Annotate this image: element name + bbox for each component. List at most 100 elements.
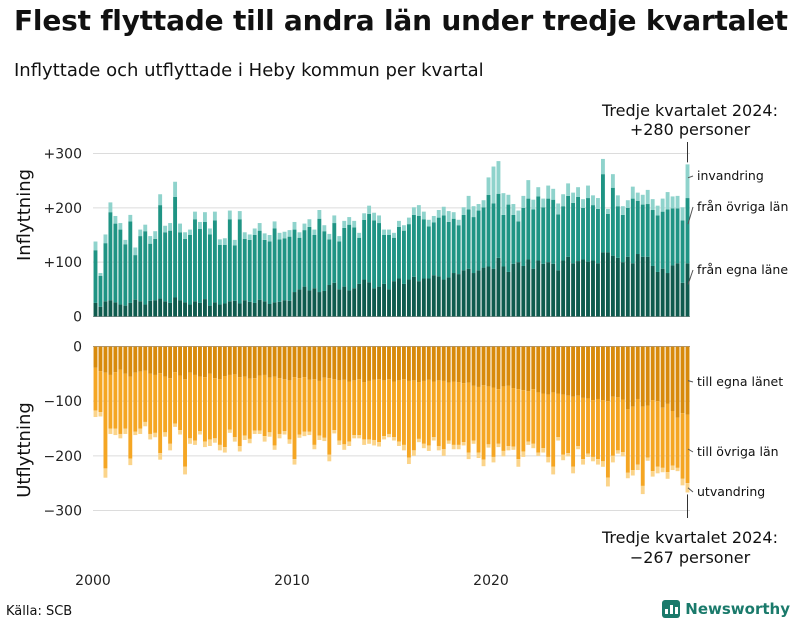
inflow-bar-segment (660, 198, 665, 212)
outflow-bar-segment (222, 376, 227, 448)
outflow-bar-segment (516, 389, 521, 460)
inflow-bar-segment (610, 187, 615, 256)
inflow-bar-segment (620, 214, 625, 263)
callout-bottom-line1: Tredje kvartalet 2024: (601, 528, 778, 547)
inflow-bar-segment (342, 220, 347, 228)
inflow-bar-segment (586, 198, 590, 262)
outflow-bar-segment (610, 455, 615, 463)
inflow-bar-segment (227, 219, 232, 302)
inflow-bar-segment (337, 241, 342, 290)
outflow-bar-segment (551, 346, 556, 393)
brand-logo: Newsworthy (662, 600, 790, 618)
inflow-bar-segment (406, 279, 411, 317)
outflow-bar-segment (486, 346, 491, 387)
outflow-bar-segment (561, 454, 566, 461)
inflow-bar-segment (262, 301, 267, 317)
inflow-bar-segment (352, 227, 357, 289)
inflow-bar-segment (292, 292, 297, 317)
inflow-bar-segment (551, 263, 556, 317)
outflow-bar-segment (173, 372, 178, 424)
outflow-bar-segment (332, 379, 337, 431)
outflow-bar-segment (496, 443, 501, 448)
outflow-bar-segment (650, 346, 655, 401)
inflow-bar-segment (680, 207, 685, 221)
outflow-bar-segment (347, 381, 352, 442)
outflow-bar-segment (188, 438, 192, 444)
source-note: Källa: SCB (6, 604, 73, 619)
inflow-bar-segment (173, 196, 178, 298)
outflow-bar-segment (675, 346, 680, 418)
outflow-bar-segment (571, 466, 576, 474)
series-label-bottom: utvandring (697, 484, 765, 499)
outflow-bar-segment (526, 391, 531, 442)
outflow-bar-segment (347, 441, 352, 446)
outflow-bar-segment (123, 428, 128, 434)
inflow-bar-segment (566, 195, 571, 257)
inflow-bar-segment (650, 265, 655, 317)
y-tick-label-top: +200 (44, 201, 82, 217)
inflow-bar-segment (466, 195, 471, 210)
outflow-bar-segment (561, 346, 566, 395)
inflow-bar-segment (620, 206, 625, 215)
outflow-bar-segment (610, 346, 615, 397)
inflow-bar-segment (601, 158, 605, 175)
inflow-bar-segment (212, 302, 217, 317)
inflow-bar-segment (436, 276, 441, 317)
inflow-bar-segment (491, 203, 496, 269)
inflow-bar-segment (287, 300, 292, 317)
inflow-bar-segment (128, 221, 133, 303)
inflow-bar-segment (322, 290, 327, 317)
outflow-bar-segment (481, 385, 486, 460)
inflow-bar-segment (93, 241, 98, 251)
outflow-bar-segment (327, 378, 332, 455)
inflow-bar-segment (212, 220, 217, 303)
inflow-bar-segment (551, 188, 556, 200)
inflow-bar-segment (302, 230, 307, 287)
inflow-bar-segment (227, 210, 232, 220)
outflow-bar-segment (392, 381, 396, 438)
inflow-bar-segment (282, 238, 287, 301)
outflow-bar-segment (536, 392, 541, 453)
outflow-bar-segment (501, 450, 506, 457)
outflow-bar-segment (431, 437, 436, 441)
outflow-bar-segment (267, 432, 272, 437)
inflow-bar-segment (680, 282, 685, 317)
inflow-bar-segment (193, 219, 197, 302)
outflow-bar-segment (630, 406, 635, 471)
inflow-bar-segment (536, 260, 541, 317)
inflow-bar-segment (277, 239, 282, 302)
inflow-bar-segment (397, 220, 401, 227)
inflow-bar-segment (546, 185, 551, 199)
inflow-bar-segment (98, 273, 103, 276)
inflow-bar-segment (163, 301, 168, 317)
inflow-bar-segment (476, 270, 481, 317)
page-title: Flest flyttade till andra län under tred… (14, 4, 788, 37)
inflow-bar-segment (441, 206, 446, 216)
outflow-bar-segment (203, 377, 207, 442)
inflow-bar-segment (337, 289, 342, 317)
outflow-bar-segment (292, 346, 297, 378)
inflow-bar-segment (188, 229, 192, 235)
inflow-bar-segment (615, 257, 620, 317)
inflow-bar-segment (596, 208, 600, 264)
outflow-bar-segment (655, 466, 660, 474)
outflow-bar-segment (282, 431, 287, 435)
outflow-bar-segment (133, 372, 138, 432)
inflow-bar-segment (486, 177, 491, 195)
outflow-bar-segment (158, 453, 163, 460)
outflow-bar-segment (337, 346, 342, 381)
inflow-bar-segment (198, 302, 202, 317)
inflow-bar-segment (650, 199, 655, 211)
outflow-bar-segment (476, 386, 481, 453)
outflow-bar-segment (163, 376, 168, 433)
inflow-bar-segment (551, 199, 556, 264)
outflow-bar-segment (481, 459, 486, 467)
inflow-bar-segment (591, 205, 595, 261)
outflow-bar-segment (357, 346, 362, 380)
inflow-bar-segment (645, 256, 650, 317)
outflow-bar-segment (332, 430, 337, 434)
inflow-bar-segment (217, 239, 222, 245)
outflow-bar-segment (282, 346, 287, 380)
outflow-bar-segment (138, 346, 143, 372)
outflow-bar-segment (143, 370, 148, 422)
